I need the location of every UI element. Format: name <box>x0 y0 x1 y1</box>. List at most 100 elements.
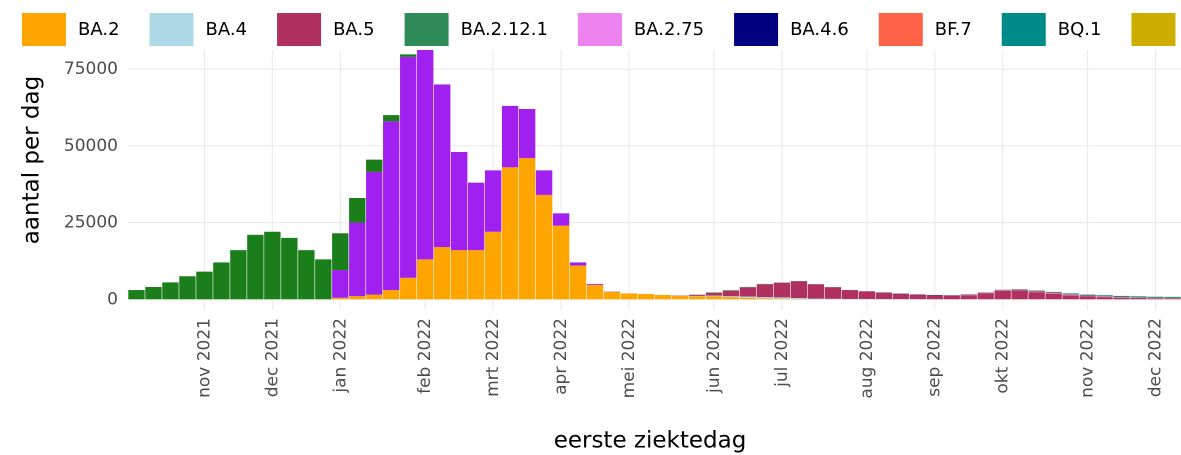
bar-segment <box>230 250 247 300</box>
legend-swatch <box>734 13 779 46</box>
bar-segment <box>807 298 825 300</box>
bar-segment <box>654 294 672 300</box>
bar-segment <box>1062 294 1079 295</box>
bar-segment <box>145 286 162 300</box>
x-tick-label: nov 2022 <box>1078 318 1098 398</box>
bar-segment <box>518 108 536 159</box>
legend-swatch <box>22 13 66 46</box>
bar-segment <box>739 296 757 298</box>
bar-segment <box>875 292 892 300</box>
legend-swatch <box>577 13 622 46</box>
bar-segment <box>756 284 774 298</box>
bar-segment <box>773 297 791 299</box>
bar-segment <box>552 225 570 300</box>
bar-segment <box>1164 298 1181 300</box>
bar-segment <box>1062 293 1079 295</box>
bar-segment <box>807 284 825 299</box>
legend-label: BA.5 <box>333 19 375 40</box>
bar-segment <box>484 170 502 232</box>
bar-segment <box>400 54 417 57</box>
bar-segment <box>569 265 587 300</box>
bar-segment <box>162 282 179 300</box>
y-tick-label: 25000 <box>64 213 118 233</box>
bar-segment <box>247 234 264 300</box>
x-tick-label: feb 2022 <box>415 318 435 394</box>
legend-swatch <box>1001 13 1046 46</box>
bar-segment <box>1130 296 1147 298</box>
bar-segment <box>1147 298 1164 300</box>
bar-segment <box>366 159 383 172</box>
bar-segment <box>417 259 434 300</box>
bar-segment <box>332 297 349 300</box>
bar-segment <box>128 290 145 300</box>
x-tick-label: nov 2021 <box>194 318 214 398</box>
bar-segment <box>688 296 706 300</box>
y-tick-label: 0 <box>107 289 118 309</box>
bars <box>128 34 1181 300</box>
bar-segment <box>603 291 621 300</box>
bar-segment <box>722 297 740 300</box>
bar-segment <box>264 231 281 300</box>
axes: 0 25000 50000 75000 nov 2021 dec 2021 jan 2022… <box>64 59 1166 399</box>
bar-segment <box>179 276 196 300</box>
bar-segment <box>501 167 519 300</box>
bar-segment <box>858 291 875 300</box>
bar-segment <box>213 262 230 300</box>
bar-segment <box>960 295 977 300</box>
bar-segment <box>892 293 909 300</box>
bar-segment <box>1164 296 1181 298</box>
bar-segment <box>383 290 400 300</box>
x-tick-label: mrt 2022 <box>483 318 503 397</box>
bar-segment <box>400 56 417 278</box>
bar-segment <box>434 247 451 300</box>
legend-label: BA.4.6 <box>790 19 849 40</box>
bar-segment <box>1130 298 1147 300</box>
bar-segment <box>722 290 740 297</box>
bar-segment <box>349 222 366 297</box>
bar-segment <box>196 271 213 300</box>
bar-segment <box>1045 292 1062 294</box>
bar-segment <box>739 287 757 297</box>
x-tick-label: jan 2022 <box>330 318 350 394</box>
bar-segment <box>383 121 400 291</box>
legend-swatch <box>404 13 449 46</box>
x-tick-label: mei 2022 <box>619 318 639 398</box>
y-tick-label: 75000 <box>64 59 118 79</box>
bar-segment <box>332 270 349 298</box>
bar-segment <box>450 250 468 300</box>
bar-segment <box>1028 290 1045 292</box>
bar-segment <box>383 115 400 122</box>
bar-segment <box>773 282 791 298</box>
y-tick-label: 50000 <box>64 136 118 156</box>
bar-segment <box>994 290 1011 300</box>
bar-segment <box>943 295 960 300</box>
x-tick-label: sep 2022 <box>925 318 945 397</box>
bar-segment <box>977 293 994 300</box>
legend-label: BF.7 <box>935 19 972 40</box>
x-tick-label: dec 2021 <box>262 318 282 397</box>
bar-segment <box>1062 295 1079 300</box>
bar-segment <box>705 296 723 300</box>
legend-label: BA.4 <box>206 19 248 40</box>
bar-segment <box>790 298 808 299</box>
bar-segment <box>315 259 332 300</box>
x-tick-label: aug 2022 <box>857 318 877 399</box>
x-tick-label: apr 2022 <box>551 318 571 395</box>
bar-segment <box>705 295 723 297</box>
bar-segment <box>501 105 519 168</box>
bar-segment <box>909 294 926 300</box>
bar-segment <box>1028 292 1045 300</box>
bar-segment <box>467 250 485 300</box>
bar-segment <box>756 298 774 300</box>
legend-label: BQ.1 <box>1058 19 1102 40</box>
bar-segment <box>756 297 774 299</box>
legend-label: BA.2.75 <box>634 19 704 40</box>
bar-segment <box>1011 289 1028 290</box>
bar-segment <box>450 151 468 251</box>
bar-segment <box>467 182 485 251</box>
legend-swatch <box>1131 13 1176 46</box>
bar-segment <box>620 293 638 300</box>
bar-segment <box>739 297 757 300</box>
